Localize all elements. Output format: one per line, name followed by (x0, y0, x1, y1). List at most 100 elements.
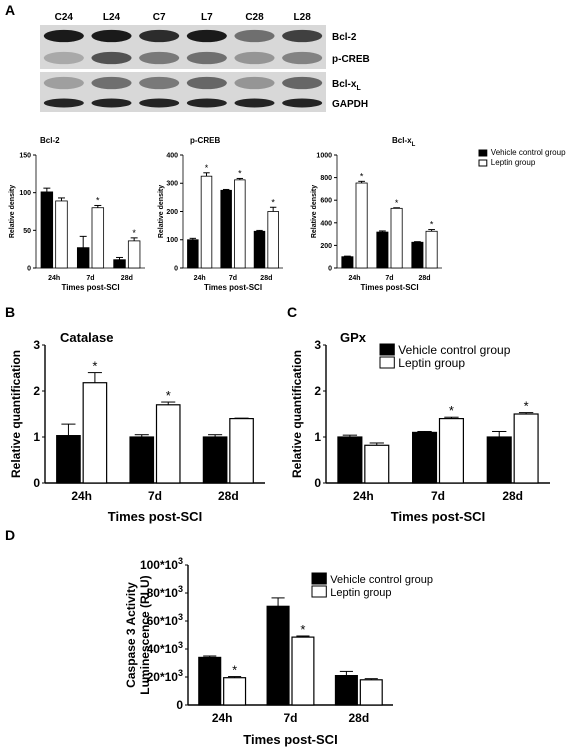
bar-leptin (82, 382, 108, 484)
y-tick-exponent: 3 (178, 668, 183, 678)
y-tick-label: 50 (23, 228, 31, 235)
bar-leptin (200, 175, 213, 269)
x-axis-label: Times post-SCI (108, 509, 202, 524)
y-tick-mantissa: 0 (176, 698, 183, 712)
blot-protein-name: Bcl-x (332, 79, 357, 90)
blot-protein-label: Bcl-2 (332, 32, 357, 43)
bar-vehicle (113, 259, 126, 269)
blot-protein-label: Bcl-xL (332, 79, 361, 92)
blot-band (234, 29, 275, 43)
chart-1: Bcl-2 0 50 100 150 Relative density 24h * 7d * 28d… (9, 136, 145, 292)
bar-leptin (390, 207, 403, 269)
legend-label-leptin: Leptin group (398, 356, 465, 370)
y-tick-label: 150 (19, 152, 31, 159)
y-axis-label: Caspase 3 Activity (124, 582, 138, 688)
y-tick-exponent: 3 (178, 640, 183, 650)
x-axis-label: Times post-SCI (360, 283, 418, 292)
x-tick-label: 28d (348, 711, 369, 725)
blot-lane-label: L24 (103, 12, 121, 23)
bar-leptin (425, 230, 438, 269)
blot-band (282, 98, 323, 108)
y-tick-label: 60*103 (147, 612, 183, 628)
blot-band (91, 51, 132, 65)
blot-band (186, 51, 227, 65)
y-tick-label: 20*103 (147, 668, 183, 684)
y-tick-label: 0 (174, 265, 178, 272)
y-tick-label: 400 (320, 220, 332, 227)
x-axis-label: Times post-SCI (61, 283, 119, 292)
blot-band (234, 98, 275, 108)
blot-band (282, 76, 323, 90)
y-tick-label: 40*103 (147, 640, 183, 656)
x-tick-label: 7d (148, 489, 162, 503)
blot-lane-label: L7 (201, 12, 213, 23)
y-tick-label: 800 (320, 175, 332, 182)
chart-title: Bcl-2 (40, 136, 60, 145)
blot-band (91, 29, 132, 43)
blot-lane-label: L28 (294, 12, 312, 23)
x-tick-label: 28d (121, 275, 133, 282)
bar-vehicle (56, 435, 81, 484)
bar-vehicle (376, 231, 389, 269)
x-tick-label: 7d (229, 275, 237, 282)
panel-label-a: A (5, 2, 15, 18)
significance-star: * (132, 228, 136, 238)
bar-vehicle (334, 674, 358, 706)
blot-band (43, 29, 84, 43)
significance-star: * (449, 403, 454, 418)
chart-6: 020*10340*10360*10380*103100*103Caspase … (124, 556, 433, 747)
bar-vehicle (129, 436, 155, 484)
blot-protein-name: Bcl-2 (332, 32, 357, 43)
blot-protein-name: p-CREB (332, 54, 370, 65)
blot-band (43, 76, 84, 90)
blot-band (139, 29, 180, 43)
y-tick-label: 2 (33, 384, 40, 398)
bar-vehicle (202, 436, 228, 484)
x-tick-label: 24h (194, 275, 206, 282)
legend-swatch-leptin (379, 356, 395, 369)
bar-leptin (291, 636, 315, 706)
blot-band (186, 76, 227, 90)
significance-star: * (271, 197, 275, 207)
y-tick-mantissa: 80*10 (147, 586, 179, 600)
bar-leptin (267, 211, 279, 269)
blot-band (43, 51, 84, 65)
y-tick-label: 100 (166, 237, 178, 244)
western-blot: C24 L24 C7 L7 C28 L28 Bcl-2 p-CREB Bcl-xL GAPDH (40, 12, 370, 112)
legend-label-leptin: Leptin group (330, 587, 391, 599)
blot-band (282, 51, 323, 65)
bar-leptin (55, 200, 68, 269)
chart-title-text: Bcl-2 (40, 136, 60, 145)
y-tick-label: 0 (328, 265, 332, 272)
blot-protein-label: GAPDH (332, 99, 368, 110)
chart-title: Catalase (60, 330, 113, 345)
y-axis-label: Luminescence (RLU) (138, 575, 152, 694)
y-tick-label: 200 (320, 243, 332, 250)
blot-protein-subscript: L (356, 85, 361, 92)
y-tick-label: 3 (314, 338, 321, 352)
blot-band (139, 76, 180, 90)
y-tick-label: 1 (314, 430, 321, 444)
blot-band (139, 98, 180, 108)
y-tick-label: 100 (19, 190, 31, 197)
significance-star: * (232, 663, 237, 678)
blot-protein-label: p-CREB (332, 54, 370, 65)
y-axis-label: Relative density (9, 185, 16, 238)
y-tick-label: 1000 (316, 152, 332, 159)
bar-vehicle (76, 247, 90, 269)
significance-star: * (92, 359, 97, 374)
panel-label-c: C (287, 304, 297, 320)
blot-band (139, 51, 180, 65)
x-tick-label: 24h (348, 275, 360, 282)
y-tick-mantissa: 60*10 (147, 614, 179, 628)
chart-title-text: Bcl-x (392, 136, 412, 145)
bar-vehicle (187, 239, 199, 269)
y-axis-label: Relative quantification (9, 350, 23, 478)
y-tick-exponent: 3 (178, 584, 183, 594)
blot-protein-name: GAPDH (332, 99, 368, 110)
bar-vehicle (220, 189, 232, 269)
x-tick-label: 28d (502, 489, 523, 503)
bar-leptin (513, 413, 539, 484)
blot-band (186, 29, 227, 43)
